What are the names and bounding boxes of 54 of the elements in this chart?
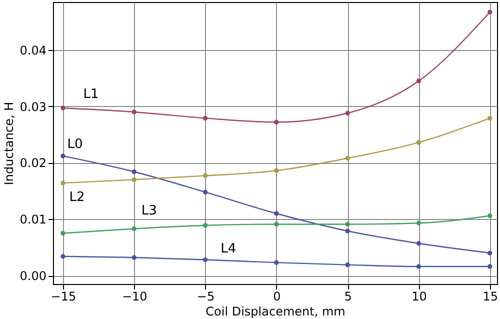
point: [345, 156, 350, 161]
point: [60, 154, 66, 158]
point: [202, 257, 208, 262]
point: [416, 78, 422, 84]
point: [274, 260, 279, 265]
x-tick-label: −10: [122, 290, 148, 304]
point: [202, 223, 208, 228]
point: [60, 230, 66, 236]
point: [416, 220, 422, 226]
point: [416, 241, 422, 246]
point: [488, 10, 492, 14]
point: [202, 190, 208, 194]
series-label: L0: [67, 136, 83, 152]
point: [488, 116, 492, 121]
point: [132, 226, 136, 232]
point: [345, 262, 350, 268]
point: [60, 106, 66, 110]
point: [274, 211, 279, 216]
x-tick-label: 10: [412, 290, 427, 304]
x-axis-title: Coil Displacement, mm: [206, 304, 346, 318]
point: [416, 140, 422, 145]
y-tick-label: 0.02: [20, 156, 46, 170]
x-tick-label: 5: [344, 290, 352, 304]
point: [60, 180, 66, 186]
x-tick-label: 0: [273, 290, 281, 304]
point: [274, 222, 279, 227]
point: [345, 228, 350, 234]
point: [416, 264, 422, 269]
point: [274, 168, 279, 173]
y-tick-label: 0.04: [20, 43, 46, 58]
point: [60, 254, 66, 259]
point: [132, 255, 136, 260]
point: [488, 250, 492, 256]
point: [132, 177, 136, 182]
point: [488, 213, 492, 218]
point: [345, 222, 350, 227]
point: [132, 169, 136, 174]
x-tick-label: 15: [482, 290, 498, 304]
point: [488, 264, 492, 269]
point: [345, 110, 350, 116]
series-label: L1: [83, 87, 99, 102]
y-tick-label: 0.01: [20, 212, 46, 227]
x-tick-label: −5: [196, 290, 215, 304]
series-label: L4: [220, 242, 236, 257]
series-label: L3: [141, 204, 157, 219]
point: [202, 116, 208, 121]
y-tick-label: 0.00: [20, 269, 46, 284]
series-label: L2: [69, 190, 85, 206]
point: [132, 110, 136, 114]
x-tick-label: −15: [50, 290, 76, 304]
point: [274, 120, 279, 124]
y-tick-label: 0.03: [20, 100, 46, 114]
y-axis-title: Inductance, H: [2, 102, 16, 186]
point: [202, 173, 208, 178]
